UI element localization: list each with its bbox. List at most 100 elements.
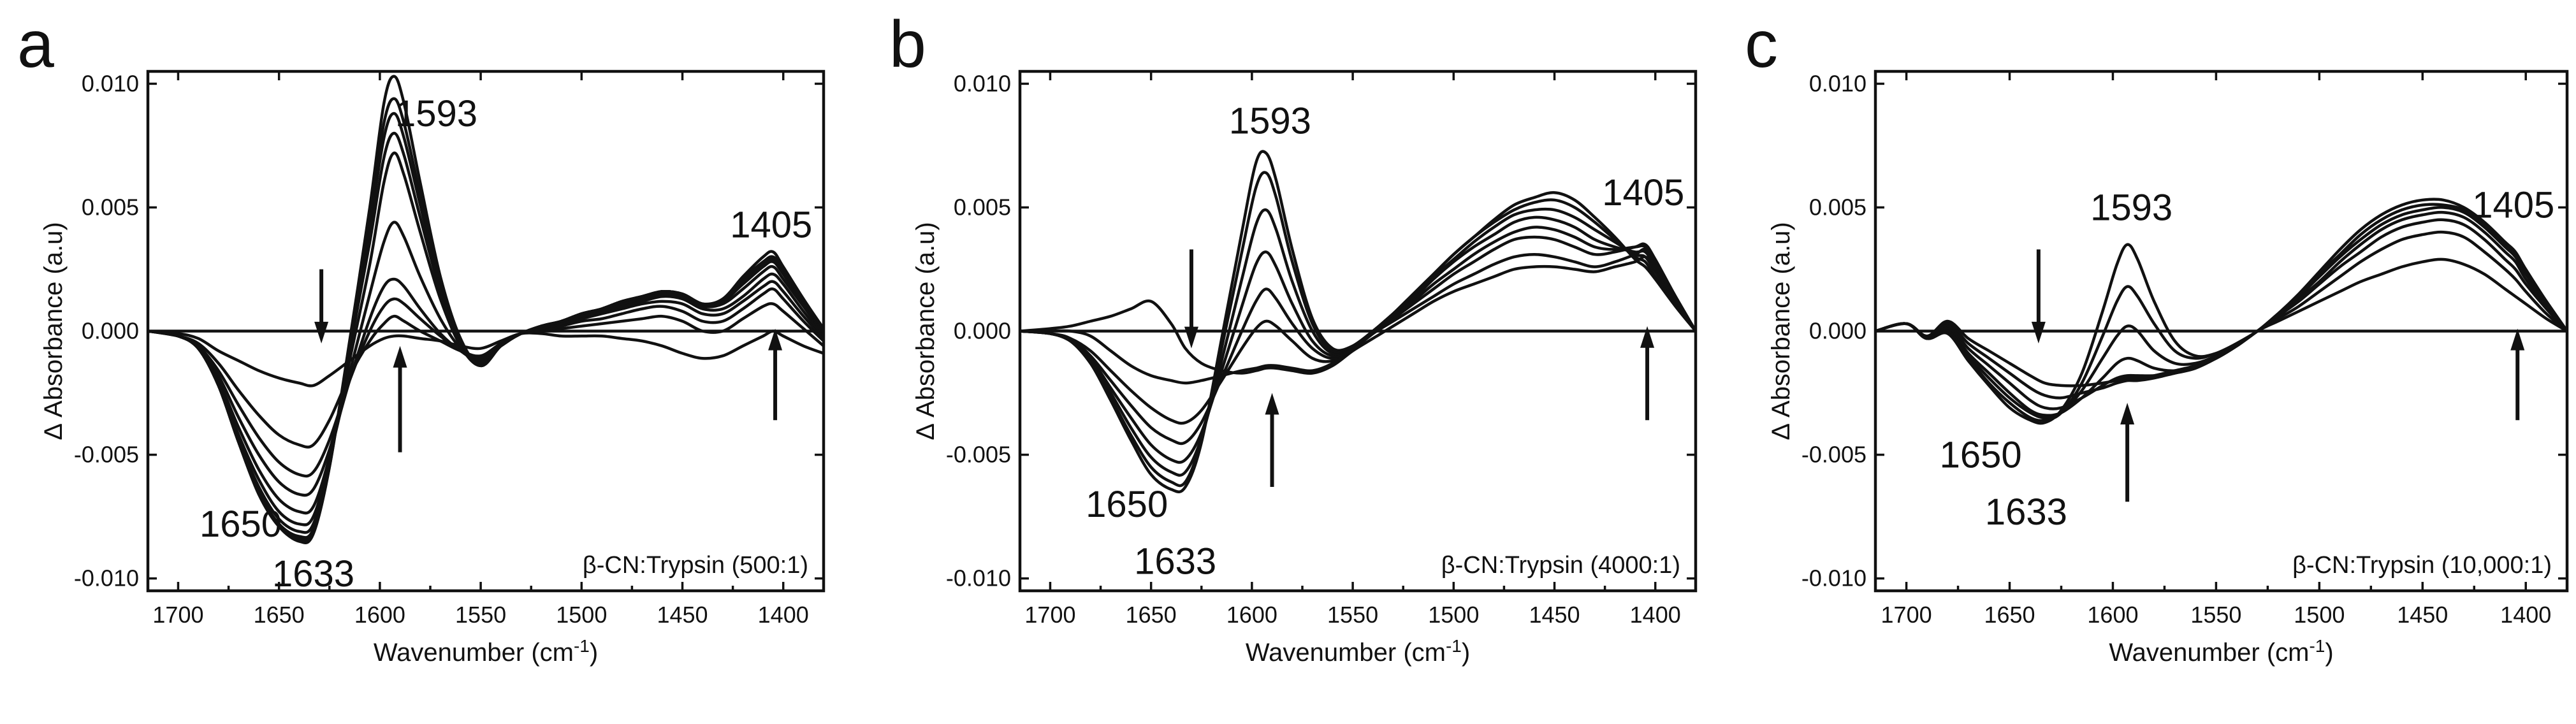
- y-axis-title: Δ Absorbance (a.u): [40, 222, 68, 440]
- spectra-traces: [1020, 150, 1696, 493]
- arrow-head: [1265, 393, 1279, 415]
- arrow-up: [2510, 328, 2525, 421]
- x-tick-label: 1700: [1881, 602, 1932, 628]
- y-tick-label: -0.005: [1801, 442, 1867, 468]
- sample-label: β-CN:Trypsin (10,000:1): [2292, 552, 2552, 579]
- x-tick-label: 1400: [1630, 602, 1681, 628]
- spectrum-line-10: [148, 75, 824, 544]
- x-tick-label: 1400: [758, 602, 809, 628]
- peak-label-1593: 1593: [2090, 187, 2172, 228]
- x-tick-label: 1450: [657, 602, 708, 628]
- y-tick-label: -0.010: [1801, 565, 1867, 591]
- spectrum-line-2: [148, 302, 824, 449]
- y-axis-title: Δ Absorbance (a.u): [1767, 222, 1795, 440]
- arrow-head: [768, 328, 783, 351]
- sample-label: β-CN:Trypsin (500:1): [583, 552, 808, 579]
- arrow-down: [314, 269, 329, 344]
- spectrum-line-1: [148, 329, 824, 387]
- arrow-down: [1184, 249, 1198, 349]
- spectrum-line-3: [1875, 218, 2567, 410]
- peak-label-1405: 1405: [2472, 185, 2554, 226]
- x-tick-label: 1400: [2500, 602, 2551, 628]
- spectrum-line-7: [1875, 198, 2567, 425]
- y-tick-label: 0.005: [954, 194, 1011, 220]
- y-tick-label: -0.010: [74, 565, 139, 591]
- x-tick-label: 1500: [1428, 602, 1479, 628]
- arrow-up: [393, 345, 407, 452]
- x-axis-title: Wavenumber (cm-1): [2109, 636, 2333, 667]
- spectrum-line-4: [1875, 210, 2567, 417]
- x-tick-label: 1550: [1327, 602, 1378, 628]
- peak-label-1633: 1633: [272, 553, 354, 595]
- arrow-up: [768, 328, 783, 421]
- arrow-down: [2031, 249, 2046, 344]
- arrow-head: [393, 345, 407, 368]
- peak-label-1650: 1650: [1940, 435, 2022, 476]
- y-tick-label: -0.005: [946, 442, 1011, 468]
- x-tick-label: 1450: [1529, 602, 1580, 628]
- peak-label-1633: 1633: [1985, 491, 2067, 533]
- arrow-head: [2031, 321, 2046, 344]
- y-tick-label: -0.005: [74, 442, 139, 468]
- panel-letter: c: [1745, 8, 1778, 82]
- y-tick-label: 0.010: [1809, 70, 1867, 96]
- arrow-head: [2120, 403, 2135, 425]
- spectra-traces: [1875, 198, 2567, 425]
- y-tick-label: 0.000: [82, 318, 139, 344]
- arrow-head: [1184, 326, 1198, 349]
- x-tick-label: 1550: [455, 602, 506, 628]
- arrow-up: [1640, 326, 1655, 421]
- spectrum-line-7: [1020, 171, 1696, 488]
- spectrum-line-6: [1020, 207, 1696, 477]
- x-tick-label: 1600: [2087, 602, 2138, 628]
- x-tick-label: 1650: [1984, 602, 2035, 628]
- y-tick-label: 0.010: [82, 70, 139, 96]
- spectrum-line-5: [1875, 206, 2567, 419]
- peak-label-1650: 1650: [1086, 484, 1168, 525]
- y-tick-label: 0.005: [1809, 194, 1867, 220]
- x-tick-label: 1500: [2294, 602, 2345, 628]
- panel-letter: a: [17, 8, 54, 82]
- y-tick-label: 0.005: [82, 194, 139, 220]
- arrow-up: [2120, 403, 2135, 502]
- peak-label-1593: 1593: [395, 93, 477, 134]
- x-tick-label: 1450: [2397, 602, 2448, 628]
- panel-a: 1700 1650 1600 1550 1500 1450 1400 -0.010 -0.005…: [17, 8, 826, 667]
- peak-label-1405: 1405: [730, 205, 812, 246]
- arrow-up: [1265, 393, 1279, 487]
- spectrum-line-1: [1020, 255, 1696, 375]
- panel-b: 1700 1650 1600 1550 1500 1450 1400 -0.010 -0.005…: [889, 8, 1698, 667]
- peak-label-1633: 1633: [1134, 540, 1216, 582]
- y-tick-label: 0.000: [954, 318, 1011, 344]
- arrow-head: [1640, 326, 1655, 348]
- sample-label: β-CN:Trypsin (4000:1): [1441, 552, 1680, 579]
- panel-letter: b: [889, 8, 926, 82]
- x-axis-title: Wavenumber (cm-1): [1246, 636, 1470, 667]
- spectrum-line-5: [1020, 215, 1696, 464]
- peak-label-1650: 1650: [200, 503, 282, 545]
- x-tick-label: 1500: [556, 602, 607, 628]
- spectrum-line-2: [1020, 247, 1696, 385]
- y-tick-label: 0.010: [954, 70, 1011, 96]
- x-tick-label: 1650: [1126, 602, 1177, 628]
- x-tick-label: 1550: [2190, 602, 2241, 628]
- x-axis-title: Wavenumber (cm-1): [374, 636, 598, 667]
- x-tick-label: 1700: [1024, 602, 1075, 628]
- y-tick-label: 0.000: [1809, 318, 1867, 344]
- arrow-head: [314, 321, 329, 344]
- x-tick-label: 1600: [354, 602, 405, 628]
- x-tick-label: 1650: [254, 602, 305, 628]
- y-axis-title: Δ Absorbance (a.u): [912, 222, 940, 440]
- peak-label-1593: 1593: [1229, 101, 1311, 142]
- arrow-head: [2510, 328, 2525, 351]
- x-tick-label: 1600: [1226, 602, 1277, 628]
- x-tick-label: 1700: [152, 602, 203, 628]
- peak-label-1405: 1405: [1602, 172, 1684, 214]
- spectrum-line-8: [1020, 150, 1696, 493]
- y-tick-label: -0.010: [946, 565, 1011, 591]
- spectrum-line-3: [148, 287, 824, 478]
- spectra-traces: [148, 75, 824, 544]
- panel-c: 1700 1650 1600 1550 1500 1450 1400 -0.010 -0.005…: [1745, 8, 2569, 667]
